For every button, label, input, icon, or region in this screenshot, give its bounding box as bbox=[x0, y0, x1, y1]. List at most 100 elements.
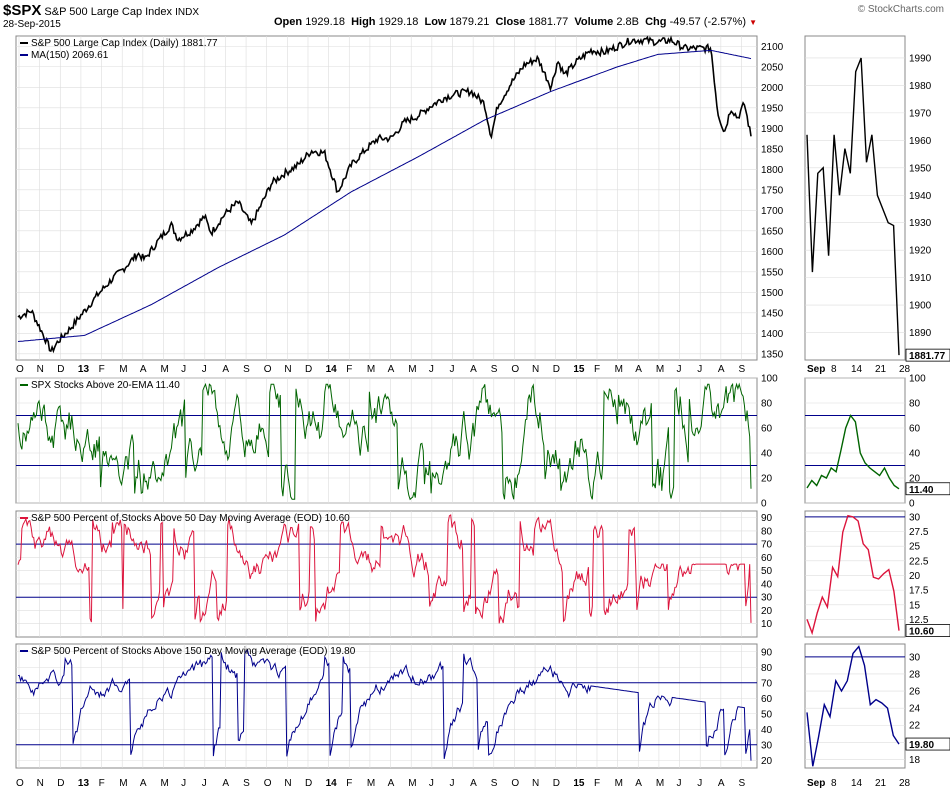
zoom-y-tick-label: 1980 bbox=[909, 81, 932, 92]
last-value-box bbox=[905, 737, 950, 751]
last-value-label: 10.60 bbox=[909, 627, 934, 638]
x-tick-label: O bbox=[511, 778, 519, 789]
zoom-y-tick-label: 1960 bbox=[909, 136, 932, 147]
y-tick-label: 80 bbox=[761, 399, 773, 410]
zoom-y-tick-label: 1940 bbox=[909, 191, 932, 202]
x-tick-label: N bbox=[532, 364, 539, 375]
zoom-y-tick-label: 18 bbox=[909, 755, 921, 766]
x-tick-label: M bbox=[656, 364, 664, 375]
zoom-y-tick-label: 22 bbox=[909, 721, 921, 732]
zoom-y-tick-label: 26 bbox=[909, 687, 921, 698]
x-tick-label: O bbox=[16, 364, 24, 375]
zoom-series-line bbox=[806, 57, 900, 356]
series-line bbox=[17, 382, 752, 501]
x-tick-label: 13 bbox=[78, 364, 90, 375]
x-tick-label: M bbox=[119, 778, 127, 789]
x-tick-label: J bbox=[429, 364, 434, 375]
x-tick-label: M bbox=[160, 778, 168, 789]
x-tick-label: D bbox=[553, 364, 560, 375]
legend-entry: S&P 500 Percent of Stocks Above 50 Day M… bbox=[31, 513, 350, 524]
x-tick-label: F bbox=[594, 364, 600, 375]
zoom-frame bbox=[804, 510, 906, 638]
zoom-y-tick-label: 15 bbox=[909, 600, 921, 611]
zoom-x-tick-label: 14 bbox=[851, 778, 863, 789]
x-tick-label: M bbox=[119, 364, 127, 375]
y-tick-label: 10 bbox=[761, 619, 773, 630]
x-tick-label: J bbox=[202, 364, 207, 375]
zoom-series-line bbox=[806, 514, 900, 636]
legend-entry: SPX Stocks Above 20-EMA 11.40 bbox=[31, 380, 180, 391]
x-tick-label: M bbox=[408, 778, 416, 789]
y-tick-label: 1650 bbox=[761, 226, 784, 237]
x-tick-label: S bbox=[491, 778, 498, 789]
x-tick-label: N bbox=[37, 778, 44, 789]
x-tick-label: D bbox=[553, 778, 560, 789]
x-tick-label: M bbox=[160, 364, 168, 375]
zoom-y-tick-label: 100 bbox=[909, 374, 926, 385]
y-tick-label: 80 bbox=[761, 663, 773, 674]
x-tick-label: S bbox=[243, 778, 250, 789]
x-tick-label: J bbox=[429, 778, 434, 789]
y-tick-label: 20 bbox=[761, 474, 773, 485]
zoom-frame bbox=[804, 643, 906, 769]
volume-value: 2.8B bbox=[616, 16, 639, 28]
series-line bbox=[17, 49, 752, 342]
zoom-y-tick-label: 1910 bbox=[909, 273, 932, 284]
last-value-box bbox=[905, 624, 950, 637]
legend-entry: MA(150) 2069.61 bbox=[31, 50, 109, 61]
x-tick-label: M bbox=[615, 778, 623, 789]
zoom-x-tick-label: 8 bbox=[831, 364, 837, 375]
x-tick-label: S bbox=[738, 364, 745, 375]
x-tick-label: J bbox=[181, 778, 186, 789]
x-tick-label: A bbox=[140, 364, 147, 375]
zoom-y-tick-label: 27.5 bbox=[909, 527, 929, 538]
x-tick-label: D bbox=[305, 364, 312, 375]
x-tick-label: O bbox=[511, 364, 519, 375]
y-tick-label: 20 bbox=[761, 756, 773, 767]
x-tick-label: S bbox=[243, 364, 250, 375]
zoom-y-tick-label: 30 bbox=[909, 512, 921, 523]
zoom-series-line bbox=[806, 645, 900, 767]
chg-value: -49.57 (-2.57%) bbox=[669, 16, 746, 28]
index-name: S&P 500 Large Cap Index bbox=[44, 6, 173, 18]
x-tick-label: A bbox=[470, 364, 477, 375]
y-tick-label: 1850 bbox=[761, 144, 784, 155]
x-tick-label: O bbox=[264, 364, 272, 375]
y-tick-label: 2050 bbox=[761, 62, 784, 73]
zoom-series-line bbox=[806, 414, 900, 490]
symbol: $SPX bbox=[3, 2, 42, 19]
y-tick-label: 50 bbox=[761, 709, 773, 720]
x-tick-label: N bbox=[532, 778, 539, 789]
zoom-y-tick-label: 0 bbox=[909, 499, 915, 510]
x-tick-label: A bbox=[222, 364, 229, 375]
down-arrow-icon: ▼ bbox=[749, 18, 757, 27]
x-tick-label: D bbox=[305, 778, 312, 789]
x-tick-label: N bbox=[284, 778, 291, 789]
zoom-x-tick-label: 28 bbox=[899, 778, 911, 789]
zoom-y-tick-label: 60 bbox=[909, 424, 921, 435]
last-value-label: 11.40 bbox=[909, 485, 934, 496]
x-tick-label: M bbox=[615, 364, 623, 375]
y-tick-label: 1450 bbox=[761, 308, 784, 319]
y-tick-label: 90 bbox=[761, 513, 773, 524]
zoom-y-tick-label: 24 bbox=[909, 704, 921, 715]
chg-label: Chg bbox=[645, 16, 667, 28]
x-tick-label: S bbox=[738, 778, 745, 789]
x-tick-label: A bbox=[140, 778, 147, 789]
zoom-y-tick-label: 1950 bbox=[909, 163, 932, 174]
x-tick-label: J bbox=[677, 364, 682, 375]
x-tick-label: M bbox=[367, 778, 375, 789]
x-tick-label: A bbox=[718, 778, 725, 789]
y-tick-label: 1600 bbox=[761, 247, 784, 258]
zoom-x-tick-label: 8 bbox=[831, 778, 837, 789]
series-line bbox=[17, 648, 752, 761]
watermark: © StockCharts.com bbox=[857, 4, 944, 15]
high-value: 1929.18 bbox=[378, 16, 419, 28]
x-tick-label: F bbox=[346, 778, 352, 789]
zoom-y-tick-label: 1890 bbox=[909, 328, 932, 339]
y-tick-label: 80 bbox=[761, 526, 773, 537]
zoom-frame bbox=[804, 35, 906, 361]
y-tick-label: 1350 bbox=[761, 349, 784, 360]
y-tick-label: 1800 bbox=[761, 165, 784, 176]
